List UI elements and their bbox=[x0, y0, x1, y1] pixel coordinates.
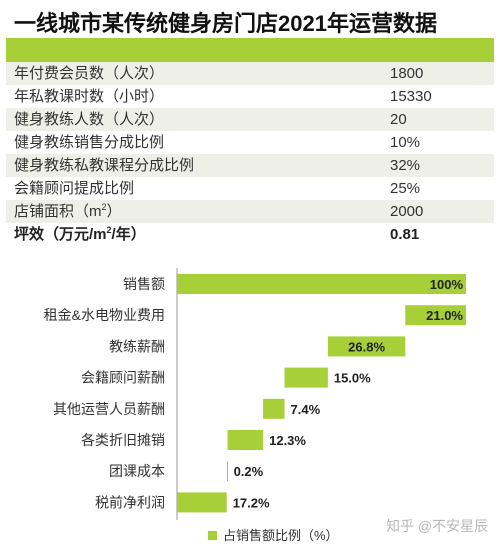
table-row: 年付费会员数（人次） 1800 bbox=[6, 62, 494, 85]
category-label: 教练薪酬 bbox=[109, 338, 165, 354]
waterfall-chart: 销售额 100% 租金&水电物业费用 21.0% 教练薪酬 26.8% 会籍顾问薪酬 15.0… bbox=[44, 268, 466, 520]
table-row: 健身教练人数（人次） 20 bbox=[6, 108, 494, 131]
row-label-prefix: 店铺面积（m bbox=[14, 203, 102, 220]
table-row: 年私教课时数（小时） 15330 bbox=[6, 85, 494, 108]
data-label: 0.2% bbox=[234, 464, 264, 479]
data-label: 12.3% bbox=[269, 433, 306, 448]
bar bbox=[177, 274, 466, 294]
row-label-sup: 2 bbox=[106, 225, 112, 235]
data-label: 15.0% bbox=[334, 371, 371, 386]
row-value: 2000 bbox=[390, 203, 424, 220]
data-label: 7.4% bbox=[291, 402, 321, 417]
row-label-prefix: 坪效（万元/m bbox=[14, 226, 107, 243]
row-label: 坪效（万元/m2/年） bbox=[14, 223, 146, 246]
row-label-suffix: /年） bbox=[111, 226, 146, 243]
table-row: 会籍顾问提成比例 25% bbox=[6, 177, 494, 200]
table-row: 坪效（万元/m2/年） 0.81 bbox=[6, 223, 494, 246]
row-value: 15330 bbox=[390, 88, 432, 105]
row-value: 32% bbox=[390, 157, 421, 174]
category-label: 税前净利润 bbox=[95, 494, 165, 510]
row-label: 健身教练销售分成比例 bbox=[14, 134, 165, 151]
data-label: 21.0% bbox=[426, 308, 463, 323]
bar bbox=[284, 367, 328, 388]
category-label: 会籍顾问薪酬 bbox=[81, 370, 165, 386]
row-label-sup: 2 bbox=[101, 202, 107, 212]
legend-swatch bbox=[208, 531, 217, 540]
row-value: 0.81 bbox=[390, 226, 420, 243]
header-bar bbox=[6, 38, 494, 62]
data-label: 17.2% bbox=[233, 495, 270, 510]
row-label: 年私教课时数（小时） bbox=[14, 88, 165, 105]
bar bbox=[405, 305, 466, 326]
table-row: 健身教练私教课程分成比例 32% bbox=[6, 154, 494, 177]
row-label-suffix: ） bbox=[106, 203, 122, 220]
category-label: 各类折旧摊销 bbox=[81, 432, 165, 448]
bar bbox=[177, 492, 227, 513]
bar bbox=[327, 336, 406, 357]
category-label: 租金&水电物业费用 bbox=[44, 307, 165, 323]
row-label: 健身教练人数（人次） bbox=[14, 111, 165, 128]
data-label: 100% bbox=[430, 277, 464, 292]
row-label: 年付费会员数（人次） bbox=[14, 65, 165, 82]
row-value: 10% bbox=[390, 134, 421, 151]
legend-label: 占销售额比例（%） bbox=[223, 528, 339, 543]
category-label: 团课成本 bbox=[109, 463, 165, 479]
row-value: 25% bbox=[390, 180, 421, 197]
category-label: 其他运营人员薪酬 bbox=[53, 401, 165, 417]
table-row: 健身教练销售分成比例 10% bbox=[6, 131, 494, 154]
category-label: 销售额 bbox=[123, 276, 165, 292]
row-label: 会籍顾问提成比例 bbox=[14, 180, 135, 197]
chart-legend: 占销售额比例（%） bbox=[208, 525, 339, 544]
bar bbox=[227, 430, 264, 450]
watermark: 知乎 @不安星辰 bbox=[386, 518, 489, 534]
row-label: 店铺面积（m2） bbox=[14, 200, 122, 223]
row-value: 1800 bbox=[390, 65, 424, 82]
row-label: 健身教练私教课程分成比例 bbox=[14, 157, 195, 174]
bar bbox=[263, 398, 285, 419]
table-row: 店铺面积（m2） 2000 bbox=[6, 200, 494, 223]
data-label: 26.8% bbox=[348, 339, 385, 354]
row-value: 20 bbox=[390, 111, 407, 128]
page-title: 一线城市某传统健身房门店2021年运营数据 bbox=[14, 11, 437, 36]
bar bbox=[226, 461, 228, 482]
